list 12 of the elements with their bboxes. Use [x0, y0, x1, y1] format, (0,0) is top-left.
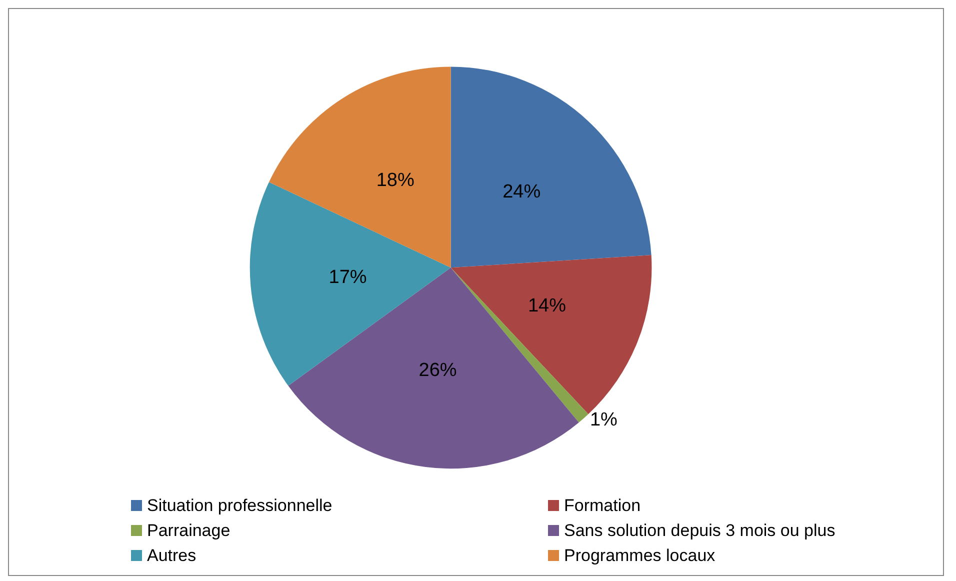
- legend-label: Parrainage: [147, 521, 230, 540]
- legend-label: Programmes locaux: [564, 546, 716, 565]
- legend-label: Formation: [564, 496, 641, 515]
- data-label: 26%: [418, 360, 457, 381]
- legend-label: Sans solution depuis 3 mois ou plus: [564, 521, 836, 540]
- data-label: 18%: [376, 170, 414, 191]
- data-label: 1%: [590, 409, 618, 430]
- data-label: 14%: [528, 295, 566, 316]
- legend-label: Situation professionnelle: [147, 496, 332, 515]
- data-label: 17%: [328, 266, 367, 288]
- data-label: 24%: [502, 182, 541, 203]
- legend-label: Autres: [147, 546, 196, 565]
